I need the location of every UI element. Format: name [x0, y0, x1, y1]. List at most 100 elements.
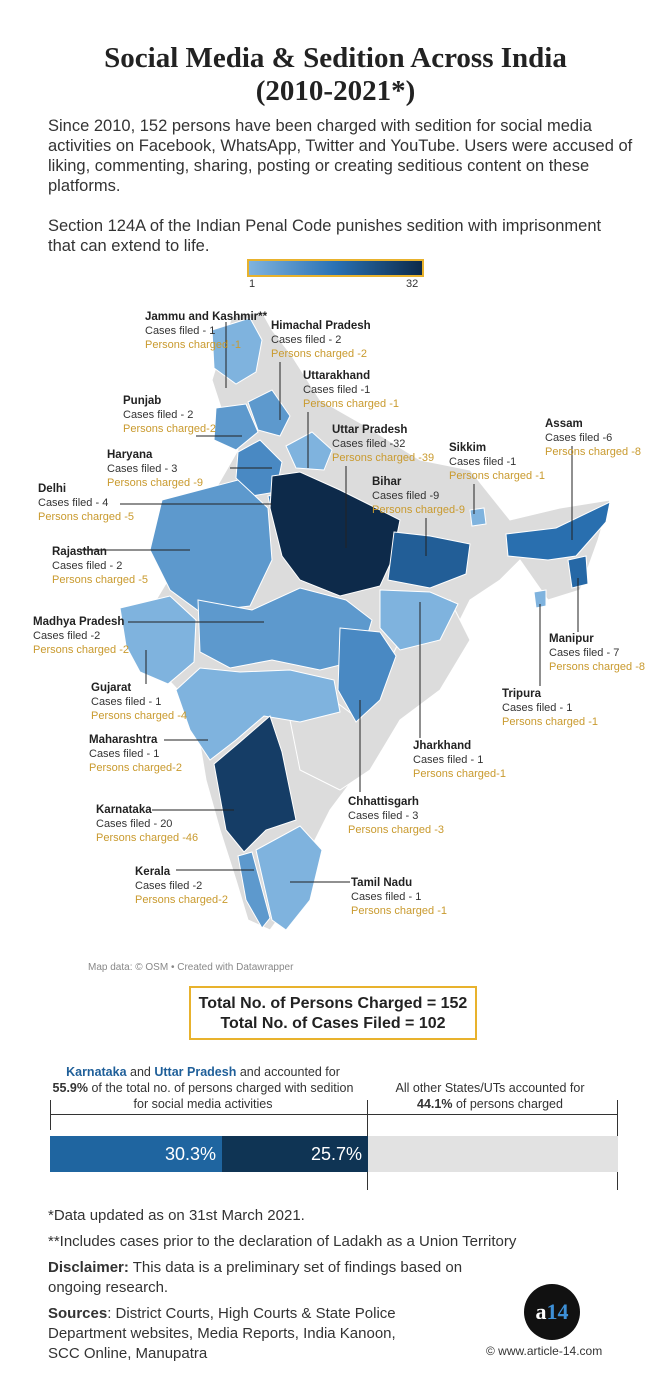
cases-filed: Cases filed - 7 [549, 647, 620, 659]
bracket-left-top [50, 1114, 368, 1115]
state-name: Haryana [107, 449, 153, 461]
comparison-text: of the total no. of persons charged with… [88, 1081, 354, 1111]
persons-charged: Persons charged -39 [332, 452, 435, 464]
cases-filed: Cases filed -1 [449, 456, 517, 468]
state-name: Jharkhand [413, 740, 472, 752]
intro-text: Since 2010, 152 persons have been charge… [48, 116, 633, 276]
label-rajasthan: Rajasthan Cases filed - 2 Persons charge… [52, 545, 148, 587]
persons-charged: Persons charged -1 [145, 339, 241, 351]
disclaimer-label: Disclaimer: [48, 1259, 129, 1276]
state-punjab [213, 403, 259, 451]
cases-filed: Cases filed - 2 [123, 409, 194, 421]
persons-charged: Persons charged-2 [123, 423, 216, 435]
disclaimer: Disclaimer: This data is a preliminary s… [48, 1258, 468, 1298]
label-punjab: Punjab Cases filed - 2 Persons charged-2 [123, 394, 216, 436]
persons-charged: Persons charged -1 [502, 716, 598, 728]
state-uttar-pradesh [269, 471, 401, 597]
state-karnataka-highlight: Karnataka [66, 1065, 127, 1079]
note-data-updated: *Data updated as on 31st March 2021. [48, 1207, 305, 1224]
comparison-right-pct: 44.1% [417, 1097, 453, 1111]
state-assam [505, 501, 611, 561]
copyright-text: © www.article-14.com [486, 1344, 603, 1358]
state-tripura [533, 589, 547, 609]
label-uttar-pradesh: Uttar Pradesh Cases filed -32 Persons ch… [332, 423, 434, 465]
cases-filed: Cases filed -6 [545, 432, 613, 444]
label-madhya-pradesh: Madhya Pradesh Cases filed -2 Persons ch… [33, 615, 129, 657]
label-uttarakhand: Uttarakhand Cases filed -1 Persons charg… [303, 369, 399, 411]
cases-filed: Cases filed -2 [33, 630, 101, 642]
cases-filed: Cases filed - 3 [348, 810, 419, 822]
state-kerala [237, 851, 271, 929]
cases-filed: Cases filed - 1 [502, 702, 573, 714]
share-bar: 30.3% 25.7% [50, 1136, 618, 1172]
state-name: Manipur [549, 633, 594, 645]
state-name: Punjab [123, 395, 162, 407]
label-haryana: Haryana Cases filed - 3 Persons charged … [107, 448, 203, 490]
state-name: Delhi [38, 483, 67, 495]
comparison-right-text: All other States/UTs accounted for 44.1%… [380, 1080, 600, 1112]
total-persons-charged: Total No. of Persons Charged = 152 [198, 995, 468, 1012]
persons-charged: Persons charged -46 [96, 832, 199, 844]
persons-charged: Persons charged -3 [348, 824, 444, 836]
state-chhattisgarh [337, 627, 397, 723]
state-name: Jammu and Kashmir** [145, 311, 268, 323]
intro-paragraph-2: Section 124A of the Indian Penal Code pu… [48, 217, 602, 255]
cases-filed: Cases filed - 1 [89, 748, 160, 760]
cases-filed: Cases filed -1 [303, 384, 371, 396]
persons-charged: Persons charged-2 [89, 762, 182, 774]
label-jammu-kashmir: Jammu and Kashmir** Cases filed - 1 Pers… [145, 310, 267, 352]
cases-filed: Cases filed - 3 [107, 463, 178, 475]
connector-text: and [126, 1065, 155, 1079]
page-title: Social Media & Sedition Across India (20… [0, 42, 671, 108]
label-maharashtra: Maharashtra Cases filed - 1 Persons char… [89, 733, 182, 775]
state-name: Gujarat [91, 682, 132, 694]
comparison-left-text: Karnataka and Uttar Pradesh and accounte… [52, 1064, 354, 1112]
title-line-1: Social Media & Sedition Across India [104, 42, 567, 74]
state-maharashtra [175, 667, 341, 761]
intro-paragraph-1: Since 2010, 152 persons have been charge… [48, 117, 633, 195]
persons-charged: Persons charged -1 [351, 905, 447, 917]
state-name: Assam [545, 418, 583, 430]
state-bihar [387, 531, 471, 589]
cases-filed: Cases filed -2 [135, 880, 203, 892]
comparison-text: All other States/UTs accounted for [395, 1081, 585, 1095]
persons-charged: Persons charged -1 [303, 398, 399, 410]
label-delhi: Delhi Cases filed - 4 Persons charged -5 [38, 482, 134, 524]
persons-charged: Persons charged -2 [33, 644, 129, 656]
sources-label: Sources [48, 1305, 108, 1322]
label-manipur: Manipur Cases filed - 7 Persons charged … [549, 632, 645, 674]
cases-filed: Cases filed - 1 [145, 325, 216, 337]
cases-filed: Cases filed -32 [332, 438, 406, 450]
share-bar-segment-2: 25.7% [222, 1136, 368, 1172]
persons-charged: Persons charged-2 [135, 894, 228, 906]
article14-logo: a14 [524, 1284, 580, 1340]
state-up-highlight: Uttar Pradesh [154, 1065, 237, 1079]
state-gujarat [119, 595, 197, 685]
state-name: Sikkim [449, 442, 487, 454]
logo-letter: a [535, 1299, 547, 1324]
label-sikkim: Sikkim Cases filed -1 Persons charged -1 [449, 441, 545, 483]
state-karnataka [213, 715, 297, 853]
cases-filed: Cases filed -9 [372, 490, 440, 502]
state-name: Madhya Pradesh [33, 616, 125, 628]
leader-lines [80, 322, 579, 883]
label-tamil-nadu: Tamil Nadu Cases filed - 1 Persons charg… [351, 876, 447, 918]
state-name: Chhattisgarh [348, 796, 419, 808]
footer-notes: *Data updated as on 31st March 2021. **I… [48, 1206, 608, 1370]
totals-box: Total No. of Persons Charged = 152 Total… [189, 986, 477, 1040]
label-gujarat: Gujarat Cases filed - 1 Persons charged … [91, 681, 187, 723]
color-scale-legend [247, 259, 424, 277]
state-sikkim [469, 507, 487, 527]
persons-charged: Persons charged -8 [549, 661, 645, 673]
state-name: Tripura [502, 688, 541, 700]
legend-min-label: 1 [249, 278, 256, 290]
bracket-left-start [50, 1100, 51, 1130]
persons-charged: Persons charged -5 [38, 511, 134, 523]
comparison-left-pct: 55.9% [52, 1081, 88, 1095]
state-name: Bihar [372, 476, 402, 488]
label-himachal-pradesh: Himachal Pradesh Cases filed - 2 Persons… [271, 319, 371, 361]
comparison-text: and accounted for [236, 1065, 340, 1079]
state-tamil-nadu [255, 825, 323, 931]
sources: Sources: District Courts, High Courts & … [48, 1304, 428, 1364]
cases-filed: Cases filed - 2 [271, 334, 342, 346]
